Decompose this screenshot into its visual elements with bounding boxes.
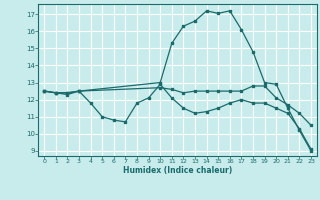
X-axis label: Humidex (Indice chaleur): Humidex (Indice chaleur) — [123, 166, 232, 175]
